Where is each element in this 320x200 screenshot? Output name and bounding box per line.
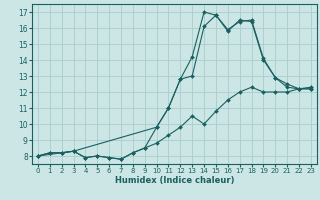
X-axis label: Humidex (Indice chaleur): Humidex (Indice chaleur) <box>115 176 234 185</box>
